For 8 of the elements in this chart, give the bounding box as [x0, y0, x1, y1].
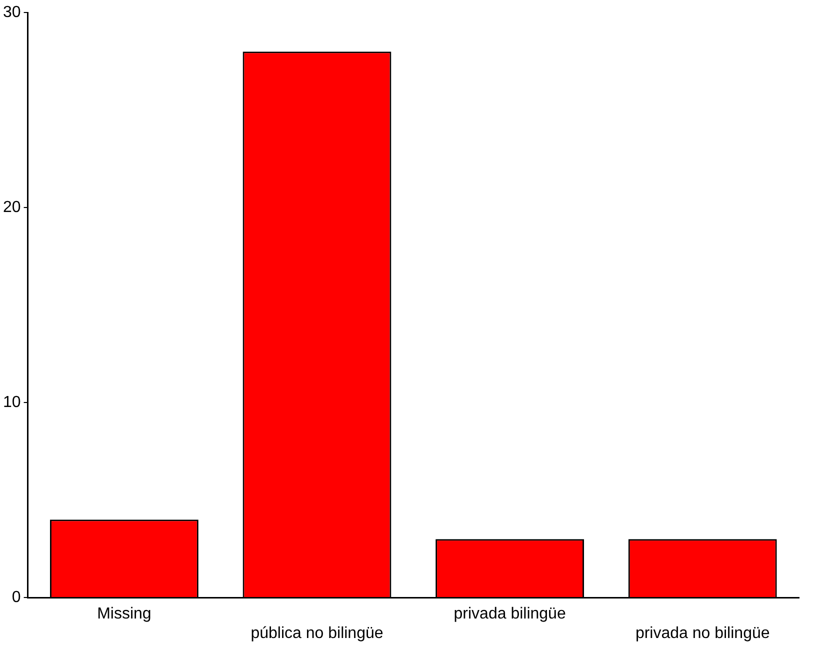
x-tick-label: Missing [97, 606, 152, 623]
y-tick-label: 20 [3, 199, 21, 216]
y-tick-label: 10 [3, 394, 21, 412]
x-tick-label: privada no bilingüe [635, 624, 770, 642]
x-tick-label: privada bilingüe [454, 606, 566, 623]
y-tick-label: 30 [3, 4, 21, 22]
y-tick-label: 0 [12, 589, 21, 606]
x-tick-label: pública no bilingüe [250, 624, 384, 642]
